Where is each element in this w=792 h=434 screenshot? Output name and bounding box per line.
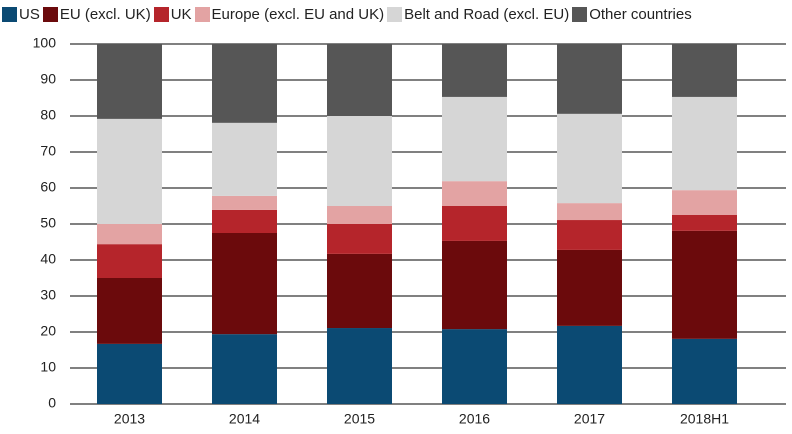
y-tick-label: 20 [40, 323, 56, 339]
bar-segment [557, 44, 622, 114]
bar-segment [327, 328, 392, 404]
bar-segment [442, 44, 507, 97]
bar-segment [672, 338, 737, 404]
legend-swatch [572, 7, 588, 22]
legend-swatch [387, 7, 403, 22]
legend-label: US [19, 6, 40, 23]
bar-segment [672, 230, 737, 339]
bar-segment [557, 325, 622, 404]
bar-segment [327, 253, 392, 329]
bar-segment [557, 249, 622, 326]
x-tick-label: 2013 [114, 411, 145, 427]
bar-segment [442, 96, 507, 182]
x-tick-label: 2014 [229, 411, 260, 427]
y-tick-label: 80 [40, 107, 56, 123]
bar-segment [442, 181, 507, 206]
x-tick-label: 2016 [459, 411, 490, 427]
x-tick-label: 2017 [574, 411, 605, 427]
legend-label: Belt and Road (excl. EU) [404, 6, 570, 23]
bar-segment [672, 96, 737, 191]
y-tick-label: 100 [33, 35, 57, 51]
bar-segment [442, 206, 507, 241]
bar-segment [327, 116, 392, 206]
bar-segment [212, 195, 277, 210]
legend-item: UK [153, 6, 192, 23]
bar-segment [557, 113, 622, 204]
legend-item: US [2, 6, 40, 23]
bar-segment [97, 278, 162, 344]
legend-swatch [153, 7, 169, 22]
bar-segment [212, 44, 277, 123]
y-tick-label: 90 [40, 71, 56, 87]
legend-swatch [194, 7, 210, 22]
bar-segment [672, 190, 737, 215]
bar-segment [327, 224, 392, 254]
y-tick-label: 70 [40, 143, 56, 159]
y-tick-label: 0 [48, 395, 56, 411]
bar-segment [97, 224, 162, 245]
legend-item: Other countries [572, 6, 692, 23]
y-tick-label: 40 [40, 251, 56, 267]
bar-segment [212, 233, 277, 335]
bar-segment [557, 220, 622, 250]
legend-label: EU (excl. UK) [59, 6, 151, 23]
bar-segment [97, 44, 162, 119]
bar-segment [442, 329, 507, 404]
legend-swatch [2, 7, 17, 22]
bar-segment [212, 334, 277, 404]
bar-segment [327, 206, 392, 224]
bar-segment [557, 203, 622, 221]
bar-segment [442, 240, 507, 330]
bar-segment [672, 44, 737, 97]
y-tick-label: 60 [40, 179, 56, 195]
bar-segment [327, 44, 392, 116]
legend-item: Europe (excl. EU and UK) [194, 6, 385, 23]
x-tick-label: 2018H1 [680, 411, 729, 427]
legend-label: Europe (excl. EU and UK) [211, 6, 385, 23]
x-tick-label: 2015 [344, 411, 375, 427]
legend-item: Belt and Road (excl. EU) [387, 6, 569, 23]
bar-segment [672, 215, 737, 231]
legend-item: EU (excl. UK) [42, 6, 151, 23]
legend-swatch [42, 7, 58, 22]
y-tick-label: 30 [40, 287, 56, 303]
bar-segment [212, 209, 277, 233]
bar-segment [97, 244, 162, 278]
legend-label: Other countries [589, 6, 692, 23]
y-tick-label: 50 [40, 215, 56, 231]
legend-label: UK [170, 6, 192, 23]
y-tick-label: 10 [40, 359, 56, 375]
bar-segment [97, 343, 162, 404]
bar-segment [97, 118, 162, 224]
legend: US EU (excl. UK) UK Europe (excl. EU and UK… [2, 6, 695, 23]
bar-segment [212, 122, 277, 196]
